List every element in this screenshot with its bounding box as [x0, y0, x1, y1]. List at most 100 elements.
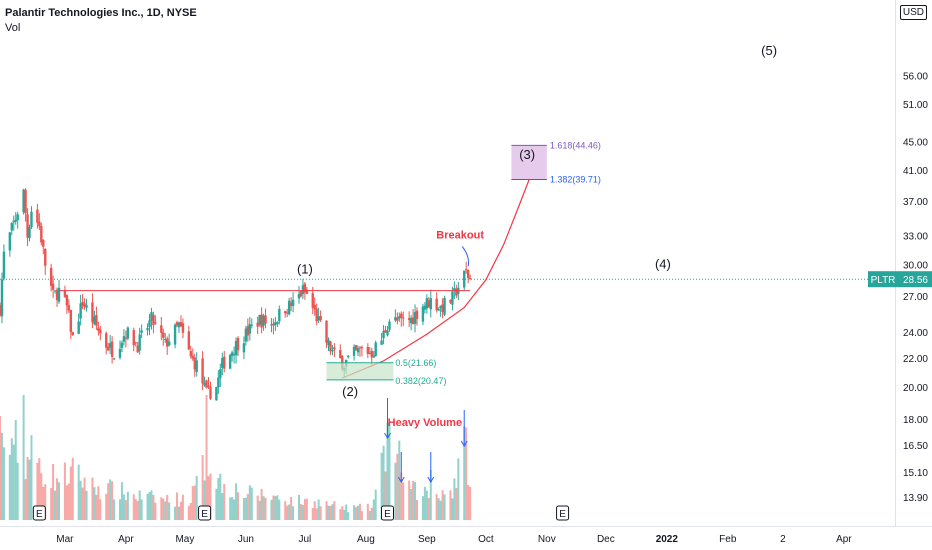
- candle-body: [464, 269, 468, 271]
- volume-bar: [429, 470, 432, 520]
- time-tick-label: Apr: [118, 534, 134, 545]
- candle-body: [315, 308, 318, 322]
- candle-body: [95, 315, 98, 326]
- volume-bar: [402, 482, 405, 520]
- volume-bar: [30, 435, 33, 520]
- candle-body: [246, 326, 250, 336]
- candle-body: [331, 349, 334, 352]
- volume-bar: [148, 492, 151, 520]
- volume-bar: [425, 490, 428, 520]
- candle-body: [193, 357, 196, 370]
- candle-body: [372, 355, 375, 358]
- price-tick-label: 56.00: [903, 72, 928, 83]
- candle-body: [132, 330, 135, 346]
- volume-bar: [120, 482, 123, 520]
- price-tick-label: 20.00: [903, 383, 928, 394]
- volume-bar: [16, 462, 19, 520]
- volume-bar: [81, 487, 84, 520]
- candle-body: [126, 327, 130, 339]
- candle-body: [228, 354, 232, 369]
- volume-bar: [333, 501, 336, 520]
- candle-body: [248, 324, 252, 334]
- volume-bar: [160, 497, 163, 520]
- candle-body: [398, 316, 401, 319]
- candle-body: [79, 303, 82, 319]
- volume-bar: [136, 500, 139, 520]
- candle-body: [311, 293, 314, 308]
- volume-bar: [315, 508, 318, 520]
- candle-body: [105, 333, 108, 348]
- volume-bar: [380, 452, 383, 520]
- candle-body: [108, 343, 112, 348]
- candle-body: [285, 312, 289, 314]
- candle-body: [402, 317, 405, 319]
- volume-bar: [465, 427, 468, 520]
- candle-body: [449, 299, 452, 303]
- volume-bar: [297, 494, 300, 520]
- volume-bar: [305, 498, 308, 520]
- candle-body: [453, 288, 456, 291]
- candle-body: [140, 330, 143, 333]
- fib-retracement-zone: [326, 362, 394, 380]
- candle-body: [313, 304, 316, 310]
- volume-bar: [370, 507, 373, 520]
- earnings-marker-label: E: [384, 509, 391, 520]
- candle-body: [368, 352, 372, 354]
- candle-body: [346, 355, 350, 358]
- candle-body: [325, 320, 328, 343]
- candle-body: [99, 329, 102, 334]
- candle-body: [177, 322, 181, 328]
- volume-bar: [455, 487, 458, 520]
- volume-bar: [174, 506, 177, 520]
- fib-level-label: 0.382(20.47): [395, 376, 446, 386]
- volume-bar: [8, 454, 11, 520]
- volume-bar: [162, 498, 165, 520]
- volume-bar: [134, 499, 137, 520]
- candle-body: [106, 346, 110, 351]
- volume-bar: [205, 395, 208, 520]
- candle-body: [234, 341, 238, 356]
- volume-bar: [124, 500, 127, 520]
- candle-body: [138, 334, 141, 351]
- currency-badge[interactable]: USD: [899, 5, 927, 20]
- candle-body: [51, 283, 55, 290]
- price-tick-label: 51.00: [903, 100, 928, 111]
- volume-bar: [126, 491, 129, 520]
- fib-level-label: 0.5(21.66): [395, 358, 436, 368]
- volume-bar: [331, 504, 334, 520]
- volume-bar: [345, 504, 348, 520]
- volume-bar: [54, 490, 57, 520]
- candle-body: [356, 348, 360, 353]
- volume-bar: [341, 506, 344, 520]
- heavy-volume-arrowhead: [384, 432, 391, 439]
- candle-body: [223, 356, 226, 369]
- volume-bar: [423, 486, 426, 520]
- volume-bar: [400, 472, 403, 520]
- candle-body: [38, 221, 41, 227]
- volume-bar: [343, 509, 346, 520]
- volume-bar: [209, 473, 212, 520]
- volume-bar: [40, 473, 43, 520]
- volume-bar: [50, 488, 53, 520]
- candle-body: [443, 297, 446, 315]
- candle-body: [278, 309, 281, 322]
- candle-body: [374, 342, 377, 357]
- volume-bar: [303, 499, 306, 520]
- volume-bar: [384, 471, 387, 520]
- time-tick-label: Mar: [56, 534, 74, 545]
- volume-bar: [79, 480, 82, 520]
- candle-body: [118, 348, 122, 358]
- heavy-volume-label: Heavy Volume: [388, 417, 462, 429]
- candle-body: [55, 289, 59, 301]
- candle-body: [329, 341, 332, 352]
- price-tick-label: 33.00: [903, 232, 928, 243]
- candle-body: [439, 305, 442, 309]
- candle-body: [49, 267, 53, 286]
- candle-body: [299, 291, 303, 297]
- volume-bar: [113, 499, 116, 520]
- volume-bar: [288, 504, 291, 520]
- heavy-volume-arrowhead: [427, 476, 435, 483]
- time-tick-label: Nov: [538, 534, 556, 545]
- volume-bar: [44, 484, 47, 520]
